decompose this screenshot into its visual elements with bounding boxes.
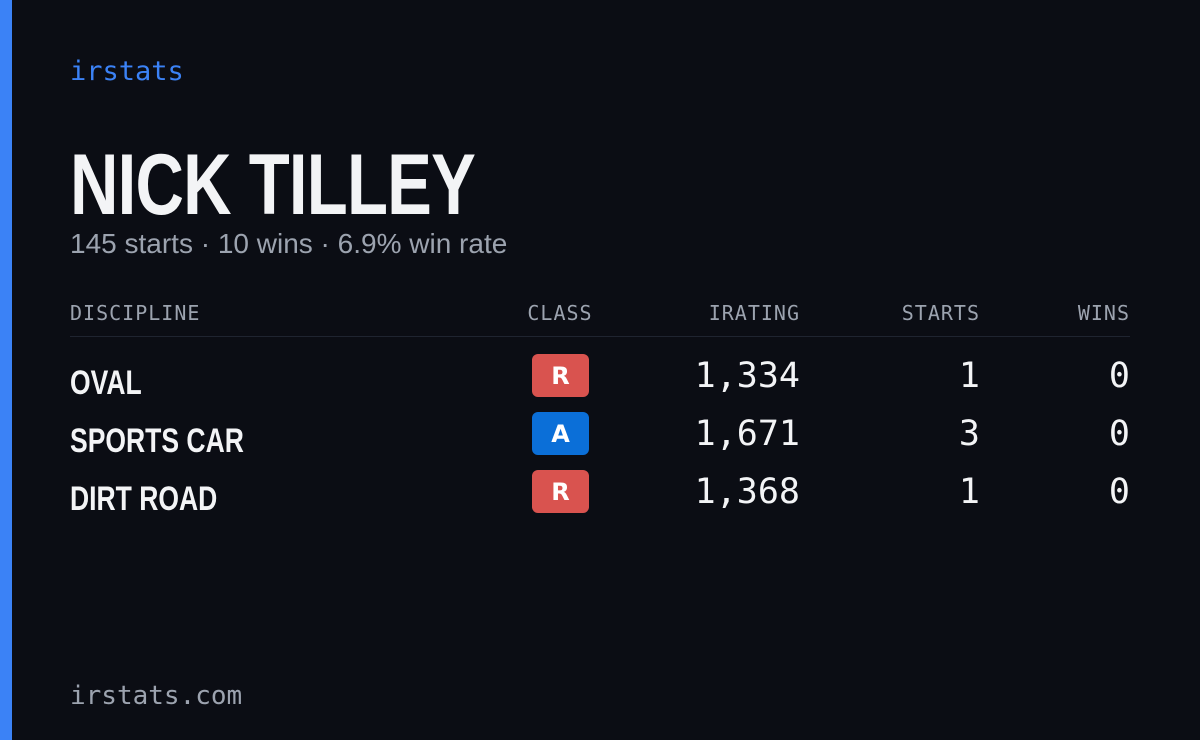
footer-url: irstats.com <box>70 681 243 711</box>
wins: 0 <box>1108 356 1130 396</box>
class-badge: A <box>532 412 589 455</box>
accent-bar <box>0 0 12 740</box>
column-header: WINS <box>1077 301 1130 325</box>
class-badge: R <box>532 470 589 513</box>
column-header: IRATING <box>708 301 800 325</box>
driver-name: NICK TILLEY <box>70 137 476 233</box>
wins: 0 <box>1108 414 1130 454</box>
summary: 145 starts · 10 wins · 6.9% win rate <box>70 228 508 259</box>
discipline: SPORTS CAR <box>70 422 244 460</box>
irating: 1,671 <box>694 414 800 454</box>
starts: 1 <box>958 472 980 512</box>
irating: 1,334 <box>694 356 800 396</box>
irating: 1,368 <box>694 472 800 512</box>
discipline: DIRT ROAD <box>70 480 218 518</box>
column-header: STARTS <box>901 301 980 325</box>
wins: 0 <box>1108 472 1130 512</box>
column-header: CLASS <box>527 301 593 325</box>
header-rule <box>70 336 1130 337</box>
column-header: DISCIPLINE <box>70 301 201 325</box>
class-badge: R <box>532 354 589 397</box>
discipline: OVAL <box>70 364 142 402</box>
brand: irstats <box>70 56 184 87</box>
starts: 3 <box>958 414 980 454</box>
starts: 1 <box>958 356 980 396</box>
